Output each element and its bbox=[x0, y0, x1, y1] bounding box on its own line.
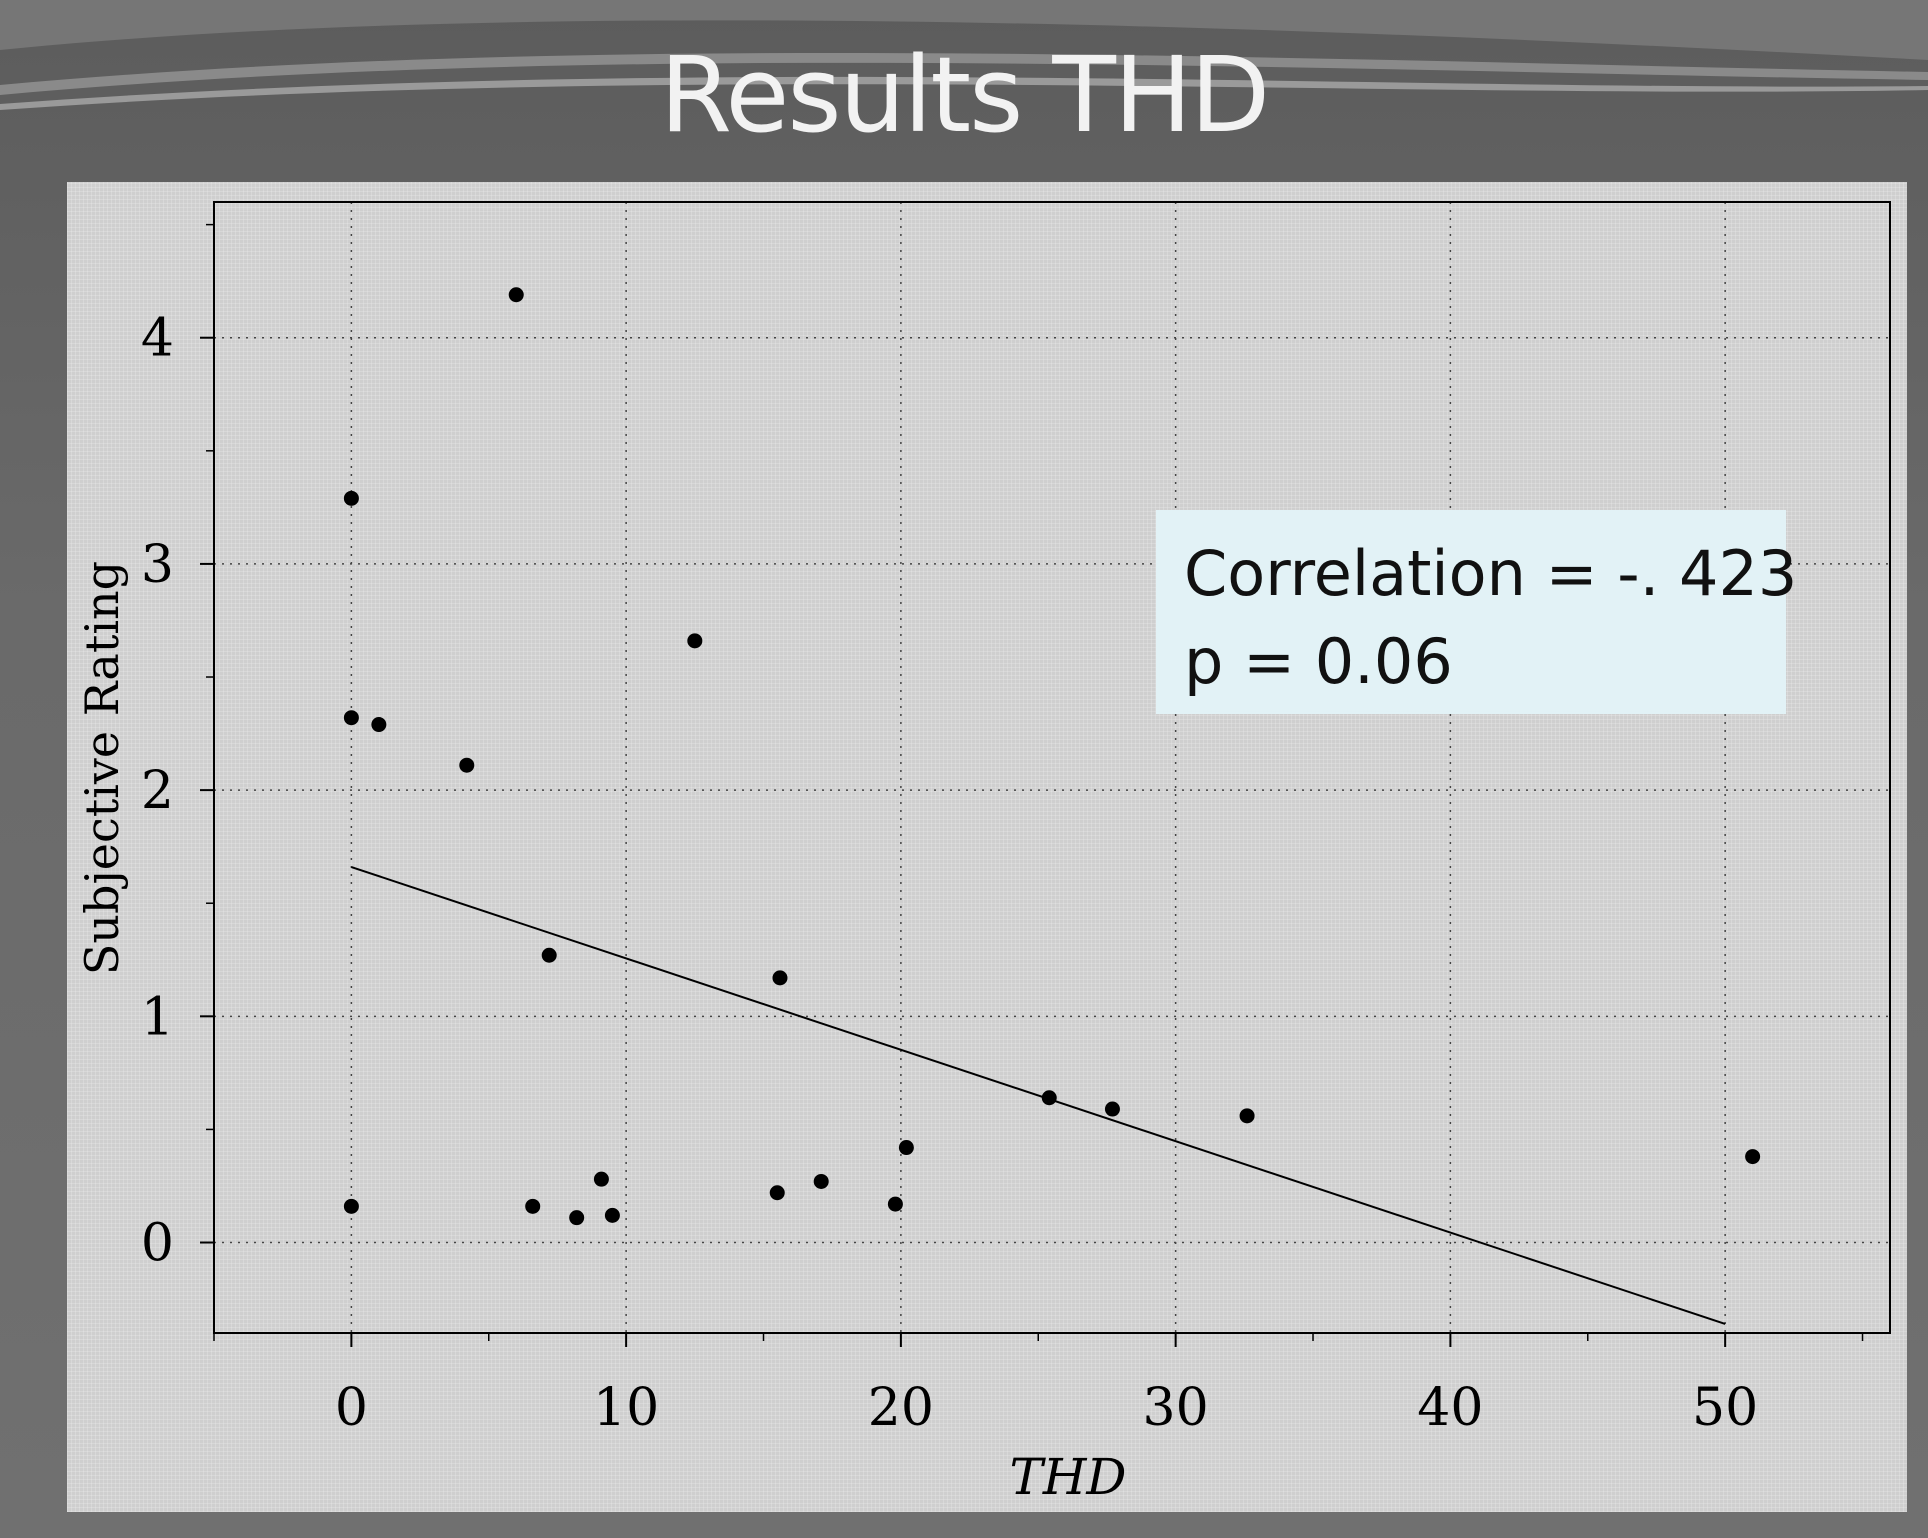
x-tick-label: 40 bbox=[1417, 1378, 1483, 1438]
y-axis-ticks: 0 1 2 3 4 bbox=[141, 223, 214, 1274]
data-point bbox=[1104, 1101, 1120, 1117]
y-tick-label: 0 bbox=[141, 1214, 174, 1274]
slide-title: Results THD bbox=[659, 34, 1270, 156]
data-point bbox=[687, 633, 703, 649]
header-swoosh-decoration bbox=[0, 0, 1928, 110]
x-axis-label: THD bbox=[1009, 1448, 1126, 1506]
data-point bbox=[604, 1207, 620, 1223]
x-tick-label: 20 bbox=[868, 1378, 934, 1438]
data-point bbox=[525, 1198, 541, 1214]
regression-line bbox=[351, 866, 1726, 1325]
correlation-text: Correlation = -. 423 bbox=[1184, 537, 1798, 610]
data-point bbox=[769, 1185, 785, 1201]
data-point bbox=[1239, 1108, 1255, 1124]
x-tick-label: 50 bbox=[1692, 1378, 1758, 1438]
plot-frame bbox=[67, 182, 1907, 1512]
data-point bbox=[772, 970, 788, 986]
data-point bbox=[343, 490, 359, 506]
data-points bbox=[343, 287, 1761, 1226]
x-axis-ticks: 0 10 20 30 40 50 bbox=[213, 1333, 1864, 1438]
y-tick-label: 2 bbox=[141, 761, 174, 821]
correlation-annotation: Correlation = -. 423 p = 0.06 bbox=[1156, 510, 1798, 714]
data-point bbox=[508, 287, 524, 303]
data-point bbox=[1745, 1149, 1761, 1165]
p-value-text: p = 0.06 bbox=[1184, 625, 1453, 698]
data-point bbox=[593, 1171, 609, 1187]
y-tick-label: 3 bbox=[141, 535, 174, 595]
data-point bbox=[887, 1196, 903, 1212]
data-point bbox=[459, 757, 475, 773]
x-tick-label: 10 bbox=[593, 1378, 659, 1438]
data-point bbox=[343, 710, 359, 726]
data-point bbox=[1041, 1090, 1057, 1106]
data-point bbox=[898, 1140, 914, 1156]
y-axis-label: Subjective Rating bbox=[75, 561, 129, 975]
data-point bbox=[541, 947, 557, 963]
data-point bbox=[569, 1210, 585, 1226]
y-tick-label: 4 bbox=[141, 309, 174, 369]
data-point bbox=[813, 1173, 829, 1189]
plot-area-border bbox=[213, 201, 1891, 1334]
x-tick-label: 0 bbox=[335, 1378, 368, 1438]
data-point bbox=[371, 717, 387, 733]
y-tick-label: 1 bbox=[141, 987, 174, 1047]
data-point bbox=[343, 1198, 359, 1214]
x-tick-label: 30 bbox=[1143, 1378, 1209, 1438]
